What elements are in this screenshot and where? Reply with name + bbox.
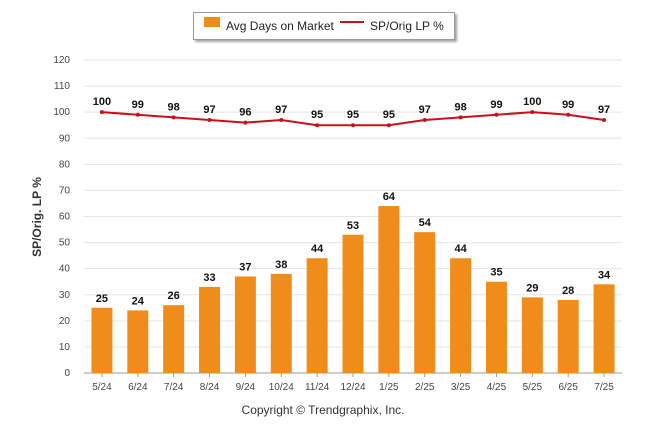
line-data-label: 99 <box>132 99 144 111</box>
bar-data-label: 34 <box>598 269 611 281</box>
line-point <box>422 117 427 122</box>
y-tick-label: 110 <box>54 81 70 92</box>
line-data-label: 100 <box>93 96 111 108</box>
line-data-label: 97 <box>598 104 610 116</box>
line-data-label: 97 <box>419 104 431 116</box>
y-tick-label: 20 <box>59 316 71 327</box>
line-point <box>135 112 140 117</box>
bar <box>163 305 185 373</box>
x-tick-label: 2/25 <box>415 382 435 393</box>
line-point <box>494 112 499 117</box>
x-tick-label: 7/25 <box>594 382 614 393</box>
bar-data-label: 64 <box>383 191 396 203</box>
y-tick-label: 80 <box>59 159 71 170</box>
bar-data-label: 26 <box>168 290 180 302</box>
line-data-label: 95 <box>383 109 395 121</box>
y-tick-label: 90 <box>59 133 71 144</box>
bar-data-label: 24 <box>132 295 145 307</box>
bar-data-label: 54 <box>419 217 432 229</box>
bar-data-label: 44 <box>311 243 324 255</box>
y-tick-label: 40 <box>59 264 71 275</box>
line-data-label: 97 <box>275 104 287 116</box>
line-point <box>351 123 355 128</box>
x-tick-label: 1/25 <box>379 382 399 393</box>
y-tick-label: 120 <box>53 55 70 66</box>
x-tick-label: 8/24 <box>200 382 220 393</box>
line-point <box>315 123 320 128</box>
line-data-label: 95 <box>347 109 359 121</box>
line-data-label: 98 <box>168 101 180 113</box>
bar-data-label: 38 <box>275 259 287 271</box>
x-tick-label: 5/24 <box>92 382 112 393</box>
y-tick-label: 30 <box>59 290 71 301</box>
x-tick-label: 6/25 <box>558 382 578 393</box>
bar <box>557 299 579 373</box>
line-point <box>171 115 176 120</box>
x-tick-label: 11/24 <box>305 382 330 393</box>
x-tick-label: 9/24 <box>236 382 256 393</box>
line-point <box>602 117 607 122</box>
legend-bar-label: Avg Days on Market <box>226 19 334 33</box>
line-data-label: 100 <box>523 96 541 108</box>
line-data-label: 99 <box>490 99 502 111</box>
x-tick-label: 3/25 <box>451 382 471 393</box>
bar-data-label: 53 <box>347 220 359 232</box>
bar-data-label: 35 <box>490 267 502 279</box>
y-tick-label: 50 <box>59 238 71 249</box>
bar-data-label: 37 <box>239 261 251 273</box>
line-data-label: 95 <box>311 109 323 121</box>
x-tick-label: 5/25 <box>523 382 543 393</box>
line-point <box>386 123 391 128</box>
bar-data-label: 33 <box>203 272 215 284</box>
bar <box>306 258 328 373</box>
bar <box>450 258 472 373</box>
line-point <box>243 120 248 125</box>
legend-line-label: SP/Orig LP % <box>370 19 444 33</box>
line-point <box>99 110 104 115</box>
y-axis-title: SP/Orig. LP % <box>30 177 44 257</box>
y-tick-label: 10 <box>59 342 71 353</box>
y-tick-label: 100 <box>53 107 70 118</box>
bar <box>342 234 364 373</box>
bar <box>414 232 436 373</box>
bar-data-label: 44 <box>454 243 467 255</box>
y-tick-label: 60 <box>59 212 71 223</box>
x-tick-label: 12/24 <box>340 382 365 393</box>
bar <box>485 281 507 373</box>
bar <box>521 297 543 373</box>
bar <box>270 273 292 373</box>
copyright-credit: Copyright © Trendgraphix, Inc. <box>241 403 405 417</box>
legend: Avg Days on Market SP/Orig LP % <box>193 12 455 40</box>
line-data-label: 99 <box>562 99 574 111</box>
line-point <box>458 115 463 120</box>
bar <box>378 206 400 373</box>
bar-data-label: 29 <box>526 282 538 294</box>
line-point <box>207 117 212 122</box>
y-tick-label: 0 <box>64 368 70 379</box>
bar <box>127 310 149 373</box>
x-tick-label: 4/25 <box>487 382 507 393</box>
bar <box>234 276 256 373</box>
legend-line-swatch <box>340 21 364 23</box>
x-tick-label: 7/24 <box>164 382 184 393</box>
line-point <box>566 112 571 117</box>
bar-data-label: 28 <box>562 285 574 297</box>
line-point <box>279 117 284 122</box>
bar <box>91 307 113 373</box>
legend-bar-swatch <box>204 17 220 27</box>
x-tick-label: 6/24 <box>128 382 148 393</box>
line-data-label: 96 <box>239 107 251 119</box>
bar <box>593 284 615 373</box>
y-tick-label: 70 <box>59 185 71 196</box>
line-data-label: 97 <box>203 104 215 116</box>
bar-data-label: 25 <box>96 293 108 305</box>
line-data-label: 98 <box>454 101 466 113</box>
x-tick-label: 10/24 <box>269 382 294 393</box>
line-point <box>530 110 535 115</box>
bar <box>199 286 221 373</box>
